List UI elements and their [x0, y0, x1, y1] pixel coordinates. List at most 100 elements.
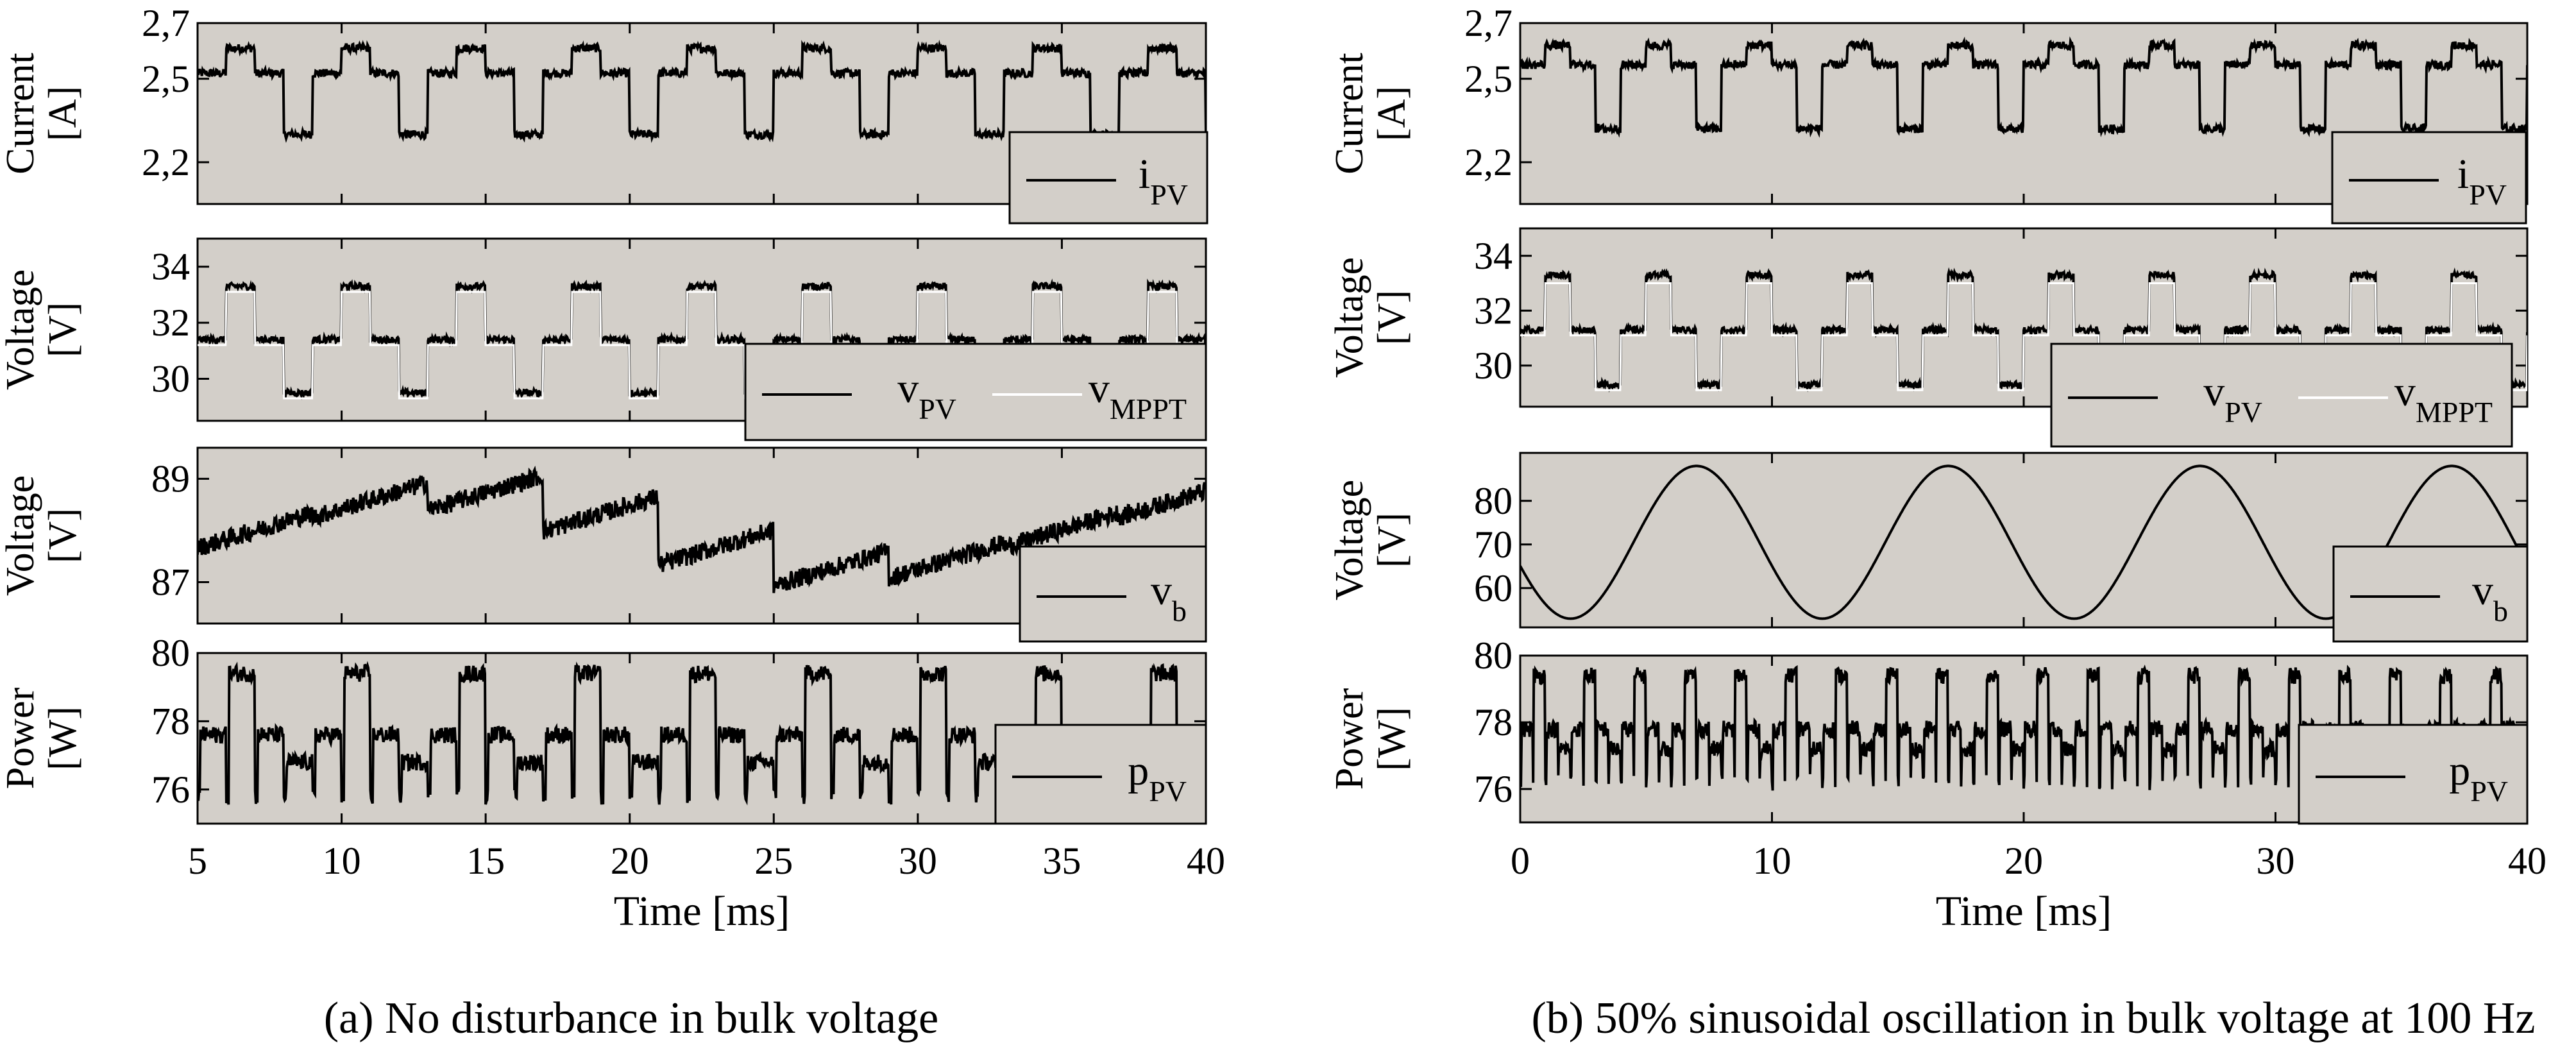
x-tick-label: 10: [323, 840, 361, 882]
x-tick-label: 25: [754, 840, 793, 882]
legend-box: [1008, 131, 1208, 225]
legend-label-sub: PV: [2470, 775, 2508, 808]
subplot-2: 87 89 Voltage[V] vb: [0, 446, 1207, 643]
y-tick-label: 80: [1474, 480, 1513, 522]
x-tick-label: 15: [466, 840, 505, 882]
y-tick-label: 70: [1474, 523, 1513, 566]
legend-label: pPV: [1128, 747, 1187, 808]
subplot-3: 76 78 80 Power[W] pPV: [1328, 634, 2529, 825]
x-tick-label: 40: [1187, 840, 1225, 882]
legend-box: [2331, 131, 2527, 225]
chart-panel-b: 2,22,52,7Current[A]iPV303234Voltage[V]vP…: [1328, 2, 2546, 1043]
x-tick-label: 30: [2257, 840, 2295, 882]
series-line-v-pv: [198, 278, 1206, 401]
subplot-0: 2,2 2,5 2,7 Current[A] iPV: [1328, 2, 2529, 225]
figure-caption: (b) 50% sinusoidal oscillation in bulk v…: [1531, 994, 2535, 1043]
y-tick-label: 2,2: [142, 141, 190, 183]
y-axis-label-line: [V]: [41, 508, 85, 563]
y-axis-label-line: Voltage: [0, 475, 42, 596]
y-tick-label: 34: [1474, 235, 1513, 277]
series-line-i-pv: [1520, 36, 2527, 138]
y-axis-label: Power[W]: [0, 687, 85, 789]
y-axis-label-line: Voltage: [1328, 480, 1371, 600]
series-line-v-mppt: [1520, 282, 2527, 391]
y-tick-label: 34: [151, 246, 190, 288]
y-axis-label-line: [W]: [1370, 707, 1414, 771]
legend-label-base: v: [2203, 368, 2224, 415]
y-axis-label-line: Voltage: [0, 269, 42, 390]
legend: pPV: [994, 724, 1207, 825]
y-axis-label-line: Power: [1328, 688, 1371, 790]
y-tick-label: 32: [1474, 289, 1513, 332]
legend-label-base: v: [2472, 567, 2493, 614]
legend: iPV: [2331, 131, 2527, 225]
legend-label: vPV: [897, 365, 956, 425]
series-line-v-mppt: [198, 291, 1206, 400]
x-tick-label: 5: [188, 840, 207, 882]
x-tick-label: 0: [1511, 840, 1530, 882]
legend-label-sub: PV: [2469, 178, 2507, 211]
legend-label-sub: MPPT: [2416, 396, 2493, 429]
legend: iPV: [1008, 131, 1208, 225]
legend-label-sub: PV: [2224, 396, 2262, 429]
legend-label: pPV: [2449, 747, 2508, 808]
x-axis-label: Time [ms]: [1936, 888, 2112, 935]
y-tick-label: 78: [1474, 701, 1513, 743]
y-tick-label: 76: [151, 768, 190, 811]
x-tick-label: 40: [2508, 840, 2546, 882]
legend-box: [744, 343, 1207, 441]
y-tick-label: 80: [151, 632, 190, 674]
y-axis-label-line: [A]: [1370, 86, 1414, 141]
legend-label-base: v: [2394, 368, 2416, 415]
y-axis-label-line: [A]: [41, 86, 85, 141]
legend-box: [2298, 724, 2529, 825]
y-tick-label: 2,7: [142, 2, 190, 44]
legend-box: [2332, 545, 2529, 643]
legend-label-sub: PV: [1150, 178, 1188, 211]
legend-label-sub: b: [1172, 595, 1187, 627]
series-line-p-pv: [198, 661, 1206, 806]
y-tick-label: 80: [1474, 634, 1513, 677]
subplot-0: 2,2 2,5 2,7 Current[A] iPV: [0, 2, 1208, 225]
legend-label-sub: PV: [1149, 775, 1187, 808]
legend: vPV vMPPT: [2050, 343, 2513, 448]
y-tick-label: 87: [151, 561, 190, 604]
x-tick-label: 30: [899, 840, 937, 882]
legend-label-sub: MPPT: [1110, 393, 1187, 425]
legend-label-sub: b: [2493, 595, 2508, 627]
y-tick-label: 2,2: [1464, 141, 1513, 183]
y-axis-label-line: [W]: [41, 706, 85, 770]
y-tick-label: 30: [151, 357, 190, 400]
legend-label: vb: [1151, 567, 1187, 627]
y-axis-label: Voltage[V]: [1328, 480, 1414, 600]
series-line-v-pv: [1520, 267, 2527, 393]
y-axis-label-line: [V]: [1370, 290, 1414, 345]
y-axis-label-line: Voltage: [1328, 257, 1371, 378]
y-tick-label: 2,5: [1464, 58, 1513, 100]
x-tick-label: 20: [2004, 840, 2043, 882]
x-axis-label: Time [ms]: [614, 888, 790, 935]
y-axis-label-line: Current: [0, 53, 42, 174]
y-axis-label: Current[A]: [0, 53, 85, 174]
y-tick-label: 89: [151, 457, 190, 500]
x-tick-label: 35: [1042, 840, 1081, 882]
subplot-3: 76 78 80 Power[W] pPV: [0, 632, 1207, 825]
y-tick-label: 60: [1474, 567, 1513, 609]
legend-label-base: p: [2449, 747, 2470, 794]
x-tick-label: 10: [1753, 840, 1792, 882]
legend-box: [2050, 343, 2513, 448]
legend-label: iPV: [2457, 151, 2507, 211]
legend-label-base: v: [1151, 567, 1172, 614]
legend-label-sub: PV: [919, 393, 956, 425]
y-axis-label: Voltage[V]: [1328, 257, 1414, 378]
legend: vb: [2332, 545, 2529, 643]
legend-label-base: i: [2457, 151, 2469, 198]
legend-box: [1019, 545, 1207, 643]
chart-panel-a: 2,22,52,7Current[A]iPV303234Voltage[V]vP…: [0, 2, 1225, 1043]
x-tick-label: 20: [611, 840, 649, 882]
y-axis-label: Power[W]: [1328, 688, 1414, 790]
